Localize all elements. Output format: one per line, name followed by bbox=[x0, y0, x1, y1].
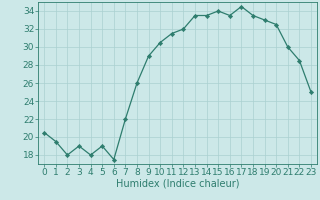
X-axis label: Humidex (Indice chaleur): Humidex (Indice chaleur) bbox=[116, 179, 239, 189]
